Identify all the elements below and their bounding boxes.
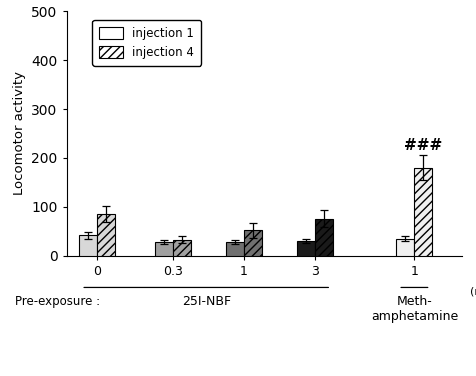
Bar	[155, 242, 173, 256]
Bar	[315, 218, 333, 256]
Bar	[397, 238, 415, 256]
Bar	[98, 214, 115, 256]
Text: 25I-NBF: 25I-NBF	[182, 295, 231, 308]
Bar	[226, 242, 244, 256]
Bar	[244, 230, 262, 256]
Bar	[79, 235, 98, 256]
Legend: injection 1, injection 4: injection 1, injection 4	[92, 20, 201, 66]
Text: (mg/kg/10ml): (mg/kg/10ml)	[470, 287, 476, 297]
Bar	[415, 168, 432, 256]
Text: Meth-
amphetamine: Meth- amphetamine	[371, 295, 458, 323]
Text: Pre-exposure :: Pre-exposure :	[15, 295, 100, 308]
Y-axis label: Locomotor activity: Locomotor activity	[13, 71, 26, 196]
Bar	[173, 240, 191, 256]
Text: ###: ###	[404, 138, 443, 153]
Bar	[297, 241, 315, 256]
